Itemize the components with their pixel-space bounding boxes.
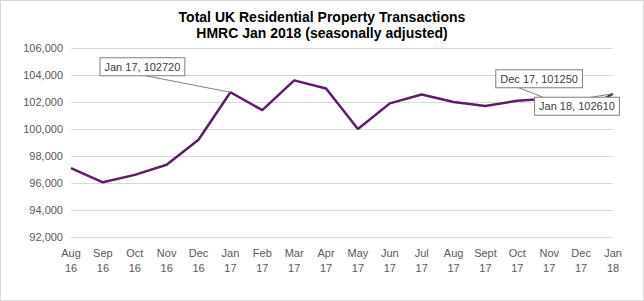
svg-text:Oct: Oct <box>126 247 143 259</box>
svg-text:102,000: 102,000 <box>23 96 63 108</box>
svg-text:Jun: Jun <box>381 247 399 259</box>
svg-text:Oct: Oct <box>509 247 526 259</box>
svg-text:17: 17 <box>224 262 236 274</box>
svg-text:17: 17 <box>575 262 587 274</box>
svg-text:92,000: 92,000 <box>29 231 63 243</box>
svg-text:Dec 17, 101250: Dec 17, 101250 <box>500 73 578 85</box>
svg-text:100,000: 100,000 <box>23 123 63 135</box>
svg-text:18: 18 <box>607 262 619 274</box>
svg-text:16: 16 <box>97 262 109 274</box>
svg-text:17: 17 <box>288 262 300 274</box>
svg-text:Sept: Sept <box>474 247 497 259</box>
svg-text:16: 16 <box>161 262 173 274</box>
svg-text:Mar: Mar <box>285 247 304 259</box>
svg-text:16: 16 <box>65 262 77 274</box>
svg-text:Feb: Feb <box>253 247 272 259</box>
svg-text:17: 17 <box>511 262 523 274</box>
svg-text:106,000: 106,000 <box>23 42 63 54</box>
svg-text:104,000: 104,000 <box>23 69 63 81</box>
svg-text:96,000: 96,000 <box>29 177 63 189</box>
svg-text:Jul: Jul <box>415 247 429 259</box>
svg-text:17: 17 <box>384 262 396 274</box>
svg-text:17: 17 <box>416 262 428 274</box>
svg-text:17: 17 <box>479 262 491 274</box>
svg-text:Jan 18, 102610: Jan 18, 102610 <box>539 100 615 112</box>
svg-text:Jan: Jan <box>604 247 622 259</box>
svg-text:Nov: Nov <box>539 247 559 259</box>
svg-text:17: 17 <box>543 262 555 274</box>
svg-text:HMRC Jan 2018 (seasonally adju: HMRC Jan 2018 (seasonally adjusted) <box>196 25 447 41</box>
svg-text:Dec: Dec <box>571 247 591 259</box>
svg-text:Jan: Jan <box>222 247 240 259</box>
svg-text:May: May <box>348 247 369 259</box>
svg-text:16: 16 <box>192 262 204 274</box>
svg-text:Total UK Residential Property: Total UK Residential Property Transactio… <box>179 9 466 25</box>
svg-text:17: 17 <box>447 262 459 274</box>
svg-text:17: 17 <box>256 262 268 274</box>
svg-text:17: 17 <box>352 262 364 274</box>
svg-text:17: 17 <box>320 262 332 274</box>
svg-text:Aug: Aug <box>61 247 81 259</box>
svg-text:Aug: Aug <box>444 247 464 259</box>
svg-text:16: 16 <box>129 262 141 274</box>
svg-text:Nov: Nov <box>157 247 177 259</box>
svg-text:Apr: Apr <box>317 247 334 259</box>
svg-text:94,000: 94,000 <box>29 204 63 216</box>
svg-text:Sep: Sep <box>93 247 113 259</box>
svg-text:Jan 17, 102720: Jan 17, 102720 <box>104 61 180 73</box>
svg-text:Dec: Dec <box>189 247 209 259</box>
svg-text:98,000: 98,000 <box>29 150 63 162</box>
